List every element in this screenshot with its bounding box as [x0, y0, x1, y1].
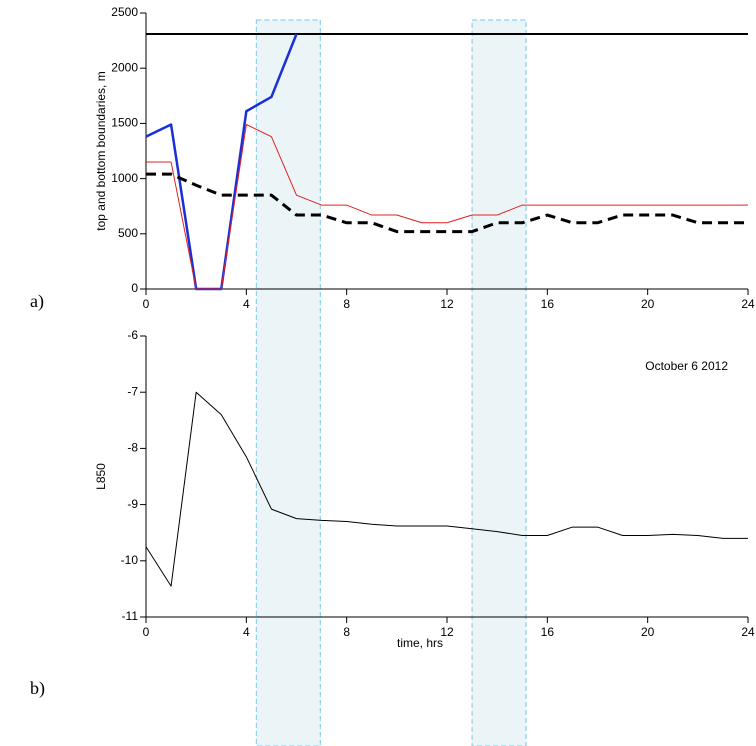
y-tick-label: 1000 [111, 171, 138, 185]
x-tick-label: 20 [641, 297, 655, 311]
y-tick-label: -10 [121, 553, 139, 567]
panel-label: b) [30, 678, 45, 699]
x-tick-label: 0 [143, 625, 150, 639]
y-tick-label: -8 [127, 441, 138, 455]
annotation: October 6 2012 [645, 359, 728, 373]
x-tick-label: 20 [641, 625, 655, 639]
panel-label: a) [30, 291, 44, 312]
y-axis-label: top and bottom boundaries, m [94, 71, 108, 230]
series-line [146, 172, 748, 234]
series-line [146, 124, 748, 290]
x-tick-label: 12 [440, 625, 454, 639]
x-tick-label: 4 [243, 625, 250, 639]
y-tick-label: -11 [122, 609, 139, 623]
x-tick-label: 16 [541, 625, 555, 639]
x-tick-label: 24 [741, 625, 755, 639]
x-tick-label: 0 [143, 297, 150, 311]
y-tick-label: 500 [118, 226, 138, 240]
x-tick-label: 8 [343, 625, 350, 639]
y-tick-label: 2000 [111, 60, 138, 74]
x-tick-label: 24 [741, 297, 755, 311]
y-tick-label: -9 [127, 497, 138, 511]
series-line [145, 391, 748, 587]
shaded-interval [255, 19, 321, 746]
y-tick-label: 0 [131, 281, 138, 295]
x-tick-label: 8 [343, 297, 350, 311]
y-tick-label: 2500 [111, 5, 138, 19]
y-tick-label: 1500 [111, 116, 138, 130]
x-tick-label: 12 [440, 297, 454, 311]
shaded-interval [471, 19, 527, 746]
x-tick-label: 16 [541, 297, 555, 311]
x-axis-label: time, hrs [397, 636, 443, 650]
x-tick-label: 4 [243, 297, 250, 311]
y-tick-label: -7 [127, 384, 138, 398]
y-tick-label: -6 [127, 328, 138, 342]
y-axis-label: L850 [94, 463, 108, 490]
